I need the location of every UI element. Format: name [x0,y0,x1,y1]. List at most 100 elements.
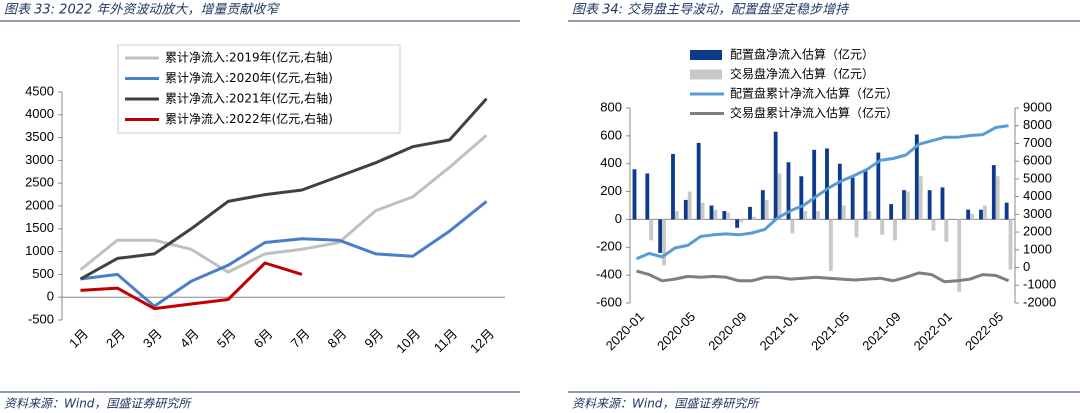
y-tick-label: 4000 [25,106,54,121]
y2-tick-label: 9000 [1023,99,1052,114]
bar [700,202,705,220]
x-tick-label: 2022-05 [962,309,1006,353]
legend-swatch [690,50,722,60]
legend-label: 交易盘累计净流入估算（亿元） [730,105,898,120]
bar [696,142,701,220]
y2-tick-label: 3000 [1023,206,1052,221]
bar [790,219,795,234]
chart-title: 图表 34: 交易盘主导波动，配置盘坚定稳步增持 [572,2,850,18]
bar [957,219,962,292]
x-tick-label: 2月 [103,326,128,351]
bar [632,169,637,220]
y-tick-label: 3500 [25,129,54,144]
legend-label: 累计净流入:2020年(亿元,右轴) [165,70,333,85]
y-tick-label: 0 [47,289,54,304]
bar [773,131,778,220]
bar [944,219,949,242]
legend-label: 配置盘净流入估算（亿元） [730,47,874,62]
bar [671,153,675,220]
bar [674,211,679,220]
x-tick-label: 1月 [66,326,91,351]
x-tick-label: 9月 [361,326,386,351]
bar [979,209,983,220]
bar [816,211,820,220]
y-tick-label: 400 [600,155,622,170]
y2-tick-label: -2000 [1023,294,1056,309]
bar [867,211,872,220]
bar [726,212,731,220]
y-tick-label: 1000 [25,243,54,258]
bar [658,219,663,253]
y2-tick-label: 1000 [1023,241,1052,256]
x-tick-label: 11月 [431,326,460,355]
x-tick-label: 2020-09 [705,309,749,353]
y-tick-label: -400 [596,267,622,282]
line-series [79,134,488,274]
bar [687,191,692,220]
y2-tick-label: 5000 [1023,170,1052,185]
bar [918,176,923,220]
line-series [635,124,1009,261]
y-tick-label: -200 [596,239,622,254]
bar [905,191,910,220]
y-tick-label: 4500 [25,83,54,98]
line-series [79,97,488,281]
y-tick-label: 2000 [25,197,54,212]
y2-tick-label: 6000 [1023,153,1052,168]
line-series [80,261,303,311]
bar [1008,219,1013,270]
legend-label: 累计净流入:2019年(亿元,右轴) [165,50,333,65]
chart-title: 图表 33: 2022 年外资波动放大，增量贡献收窄 [4,2,280,18]
bar [649,219,654,241]
bar [735,219,740,228]
y-tick-label: 800 [600,99,622,114]
bar [940,187,945,220]
bar [982,205,987,220]
bar [662,219,666,266]
bar [902,190,906,220]
x-tick-label: 2021-01 [757,309,801,353]
bar [777,173,782,220]
bar [713,209,718,220]
bar [863,169,868,220]
x-tick-label: 5月 [214,326,239,351]
x-tick-label: 3月 [140,326,165,351]
x-tick-label: 8月 [325,326,350,351]
legend-label: 配置盘累计净流入估算（亿元） [730,86,898,101]
y-tick-label: -500 [28,311,54,326]
legend-label: 累计净流入:2021年(亿元,右轴) [165,91,333,106]
y-tick-label: 0 [615,211,622,226]
y2-tick-label: 8000 [1023,117,1052,132]
source: 资料来源：Wind，国盛证券研究所 [572,397,760,411]
legend-box [117,44,401,134]
bar [709,205,714,220]
y-tick-label: -600 [596,294,622,309]
bar [927,190,932,220]
y2-tick-label: 7000 [1023,135,1052,150]
bar [876,152,881,220]
bar [854,219,859,238]
bar [739,219,743,223]
y2-tick-label: 0 [1023,259,1030,274]
bar [880,219,885,235]
x-tick-label: 2022-01 [911,309,955,353]
bar [991,165,996,220]
y2-tick-label: 4000 [1023,188,1052,203]
bar [645,173,650,220]
line-series [80,200,488,308]
bar [760,190,765,220]
x-tick-label: 10月 [393,326,423,356]
bar [799,176,804,220]
bar [803,211,808,220]
bar [812,149,817,220]
bar [825,148,829,220]
y-tick-label: 200 [600,183,622,198]
bar [966,209,971,220]
bar [889,204,894,220]
bar [893,219,897,241]
y-tick-label: 600 [600,127,622,142]
x-tick-label: 4月 [177,326,202,351]
legend-swatch [690,69,722,80]
bar [722,211,727,220]
